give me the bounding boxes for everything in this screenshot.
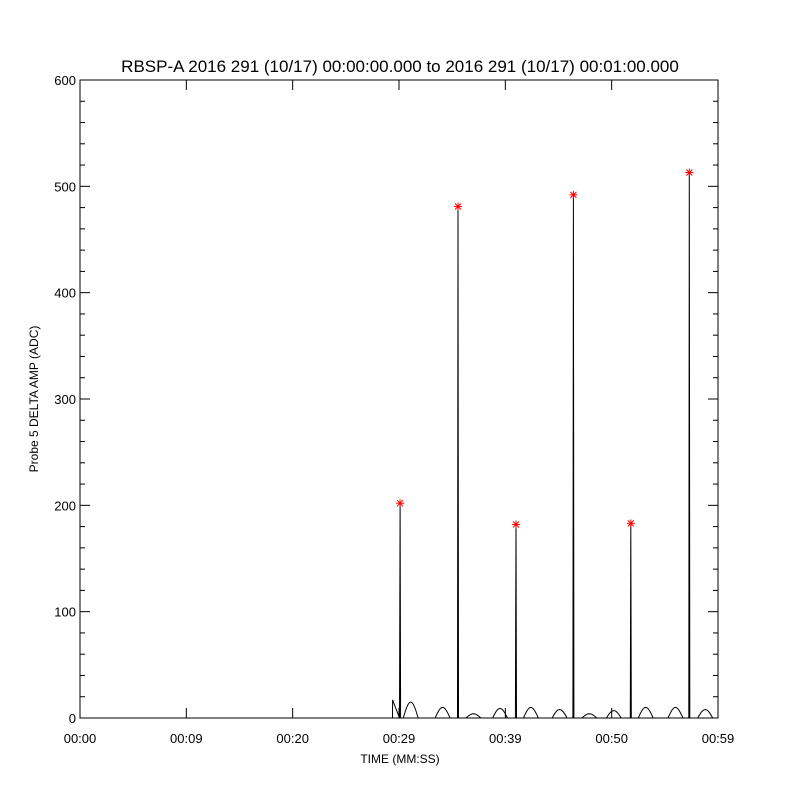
y-axis-label: Probe 5 DELTA AMP (ADC) bbox=[27, 326, 41, 473]
plot-frame bbox=[79, 79, 719, 719]
chart-title: RBSP-A 2016 291 (10/17) 00:00:00.000 to … bbox=[121, 57, 679, 76]
marker-stroke bbox=[685, 169, 693, 176]
y-tick-label: 400 bbox=[54, 286, 76, 301]
y-tick-label: 500 bbox=[54, 179, 76, 194]
axes: 00:00 00:09 00:20 00:29 00:39 00:50 00:59 0 100 2… bbox=[54, 73, 734, 746]
data-line bbox=[80, 172, 718, 719]
peak-marker bbox=[569, 190, 578, 199]
peak-marker bbox=[454, 202, 463, 211]
y-tick-label: 0 bbox=[69, 711, 76, 726]
marker-stroke bbox=[570, 191, 577, 199]
y-tick-label: 600 bbox=[54, 73, 76, 88]
peak-marker bbox=[626, 519, 635, 528]
y-tick-label: 200 bbox=[54, 498, 76, 513]
marker-stroke bbox=[454, 203, 462, 210]
marker-stroke bbox=[512, 521, 520, 528]
x-tick-label: 00:20 bbox=[276, 731, 309, 746]
x-tick-label: 00:59 bbox=[702, 731, 735, 746]
x-tick-label: 00:39 bbox=[489, 731, 522, 746]
y-tick-label: 100 bbox=[54, 605, 76, 620]
peak-marker bbox=[685, 168, 694, 177]
peak-marker bbox=[511, 520, 520, 529]
x-axis-label: TIME (MM:SS) bbox=[360, 752, 439, 766]
peak-marker bbox=[396, 499, 405, 508]
x-tick-label: 00:00 bbox=[64, 731, 97, 746]
series bbox=[80, 168, 718, 719]
x-tick-label: 00:50 bbox=[595, 731, 628, 746]
marker-stroke bbox=[627, 520, 635, 527]
x-tick-label: 00:09 bbox=[170, 731, 203, 746]
y-tick-label: 300 bbox=[54, 392, 76, 407]
marker-stroke bbox=[396, 499, 404, 507]
x-tick-label: 00:29 bbox=[383, 731, 416, 746]
